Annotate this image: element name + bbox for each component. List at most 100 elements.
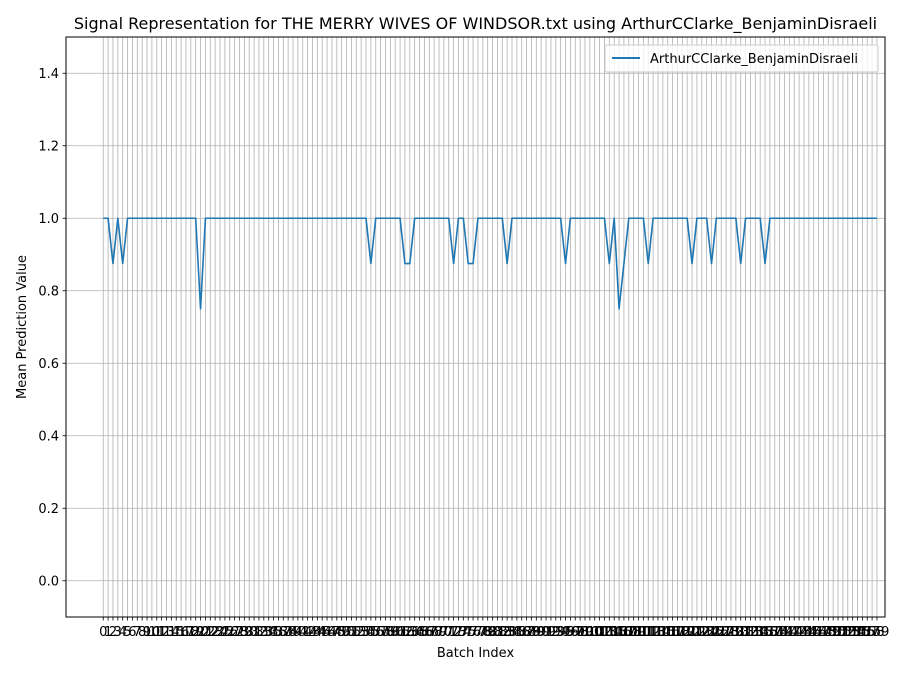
x-tick-label: 154 [840,625,865,640]
x-tick-label: 112 [636,625,661,640]
x-tick-label: 3 [114,625,122,640]
x-tick-label: 86 [513,625,530,640]
x-tick-label: 25 [217,625,234,640]
x-tick-label: 27 [226,625,243,640]
x-tick-label: 46 [319,625,336,640]
x-tick-label: 72 [445,625,462,640]
x-tick-label: 153 [835,625,860,640]
x-tick-label: 87 [518,625,535,640]
x-tick-label: 113 [641,625,666,640]
x-tick-label: 120 [675,625,700,640]
x-tick-label: 98 [572,625,589,640]
x-tick-label: 74 [455,625,472,640]
y-tick-label: 1.4 [38,67,59,82]
x-tick-label: 1 [104,625,112,640]
x-tick-label: 10 [144,625,161,640]
x-tick-label: 38 [280,625,297,640]
series-layer [103,217,877,310]
x-tick-label: 91 [538,625,555,640]
x-tick-label: 146 [801,625,826,640]
series-line [103,217,877,310]
x-tick-label: 81 [489,625,506,640]
x-tick-label: 73 [450,625,467,640]
x-tick-label: 67 [421,625,438,640]
x-tick-label: 142 [782,625,807,640]
y-tick-label: 0.6 [38,357,59,372]
x-tick-label: 80 [484,625,501,640]
x-tick-label: 88 [523,625,540,640]
x-tick-label: 45 [314,625,331,640]
x-axis: 0123456789101112131415161718192021222324… [99,617,889,640]
x-tick-label: 89 [528,625,545,640]
legend-entry-label: ArthurCClarke_BenjaminDisraeli [650,52,858,67]
x-tick-label: 121 [680,625,705,640]
x-tick-label: 69 [431,625,448,640]
x-tick-label: 40 [290,625,307,640]
x-tick-label: 64 [406,625,423,640]
x-tick-label: 93 [548,625,565,640]
x-tick-label: 71 [440,625,457,640]
x-tick-label: 61 [392,625,409,640]
x-tick-label: 48 [329,625,346,640]
x-tick-label: 37 [275,625,292,640]
x-tick-label: 101 [582,625,607,640]
x-tick-label: 134 [743,625,768,640]
y-tick-label: 1.0 [38,212,59,227]
x-tick-label: 135 [748,625,773,640]
x-tick-label: 75 [460,625,477,640]
x-tick-label: 28 [231,625,248,640]
x-tick-label: 53 [353,625,370,640]
x-tick-label: 13 [158,625,175,640]
x-tick-label: 137 [757,625,782,640]
plot-frame [65,36,886,618]
x-tick-label: 152 [830,625,855,640]
x-tick-label: 99 [577,625,594,640]
grid [66,37,885,617]
x-tick-label: 92 [543,625,560,640]
x-tick-label: 117 [660,625,685,640]
x-tick-label: 66 [416,625,433,640]
x-tick-label: 79 [479,625,496,640]
x-axis-label: Batch Index [437,646,515,661]
legend: ArthurCClarke_BenjaminDisraeli [604,44,879,73]
y-tick-label: 0.2 [38,502,59,517]
x-tick-label: 2 [109,625,117,640]
x-tick-label: 122 [685,625,710,640]
x-tick-label: 8 [138,625,146,640]
x-tick-label: 6 [128,625,136,640]
x-tick-label: 70 [436,625,453,640]
x-tick-label: 31 [246,625,263,640]
x-tick-label: 133 [738,625,763,640]
x-tick-label: 94 [552,625,569,640]
x-tick-label: 85 [509,625,526,640]
x-tick-label: 39 [285,625,302,640]
x-tick-label: 139 [767,625,792,640]
x-tick-label: 19 [187,625,204,640]
x-tick-label: 97 [567,625,584,640]
x-tick-label: 118 [665,625,690,640]
legend-box [604,44,879,73]
x-tick-label: 150 [821,625,846,640]
x-tick-label: 145 [796,625,821,640]
x-tick-label: 59 [382,625,399,640]
x-tick-label: 34 [260,625,277,640]
x-tick-label: 128 [714,625,739,640]
x-tick-label: 111 [631,625,656,640]
x-tick-label: 149 [816,625,841,640]
x-tick-label: 55 [363,625,380,640]
x-tick-label: 96 [562,625,579,640]
x-tick-label: 114 [646,625,671,640]
y-tick-label: 0.4 [38,429,59,444]
x-tick-label: 58 [377,625,394,640]
y-axis: 0.0 0.2 0.4 0.6 0.8 1.0 1.2 1.4 [38,67,66,589]
x-tick-label: 155 [845,625,870,640]
x-tick-label: 148 [811,625,836,640]
x-tick-label: 102 [587,625,612,640]
x-tick-label: 51 [343,625,360,640]
x-tick-label: 0 [99,625,107,640]
chart-title: Signal Representation for THE MERRY WIVE… [74,14,877,34]
x-tick-label: 5 [123,625,131,640]
y-axis-label: Mean Prediction Value [15,255,30,399]
